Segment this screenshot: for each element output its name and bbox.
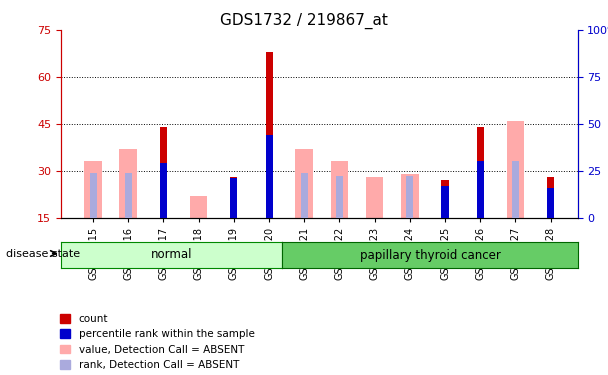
Bar [331, 161, 348, 218]
Bar [160, 163, 167, 218]
Bar [477, 127, 484, 218]
Legend: count, percentile rank within the sample, value, Detection Call = ABSENT, rank, : count, percentile rank within the sample… [60, 314, 255, 370]
Bar [295, 149, 313, 217]
Text: disease state: disease state [6, 249, 80, 259]
Bar [230, 177, 237, 218]
Text: normal: normal [151, 249, 192, 261]
Bar [441, 186, 449, 218]
Bar [406, 176, 413, 218]
Bar [85, 161, 102, 218]
Bar [125, 172, 132, 217]
Bar [336, 176, 343, 218]
Bar [266, 135, 272, 218]
Bar [477, 161, 484, 218]
Bar [547, 177, 554, 218]
Bar [89, 172, 97, 217]
Bar [401, 174, 419, 217]
Bar [301, 172, 308, 217]
Bar [441, 180, 449, 218]
Bar [512, 161, 519, 218]
Bar [506, 121, 524, 218]
Bar [366, 177, 384, 218]
Bar [190, 196, 207, 217]
Bar [120, 149, 137, 217]
Bar [266, 52, 272, 217]
Bar [547, 188, 554, 218]
Bar [230, 178, 237, 218]
Text: papillary thyroid cancer: papillary thyroid cancer [359, 249, 500, 261]
Bar [160, 127, 167, 218]
Text: GDS1732 / 219867_at: GDS1732 / 219867_at [220, 13, 388, 29]
